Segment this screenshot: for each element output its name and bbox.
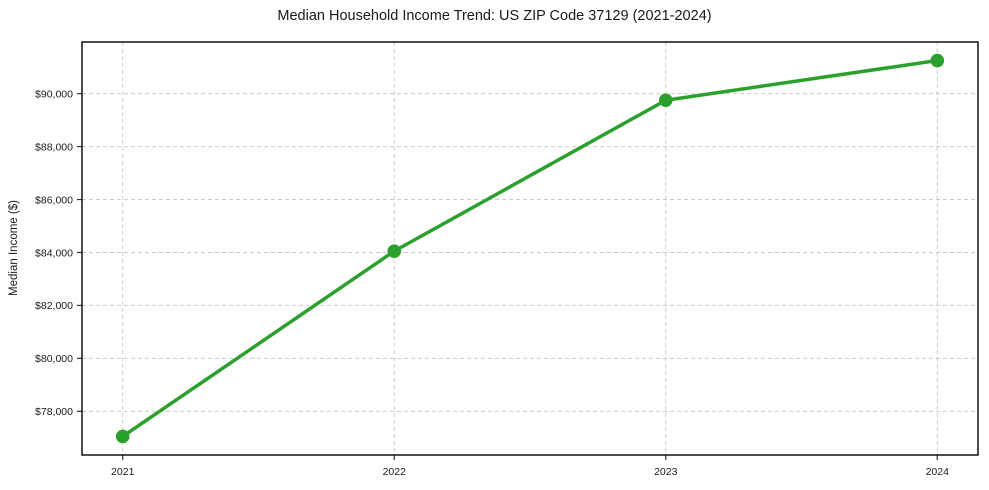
x-tick-label: 2024 <box>926 466 950 478</box>
data-point-2023 <box>658 93 673 108</box>
y-tick-label: $78,000 <box>35 406 73 418</box>
plot-border <box>81 41 979 456</box>
y-tick-label: $86,000 <box>35 194 73 206</box>
y-tick-label: $82,000 <box>35 300 73 312</box>
data-point-2021 <box>115 429 130 444</box>
data-point-2022 <box>387 244 402 258</box>
y-tick-label: $80,000 <box>35 353 73 365</box>
chart-title: Median Household Income Trend: US ZIP Co… <box>277 8 712 24</box>
data-point-2024 <box>930 53 945 68</box>
x-tick-label: 2022 <box>383 466 407 478</box>
income-trend-line <box>120 58 940 439</box>
y-tick-label: $90,000 <box>35 88 73 100</box>
y-tick-label: $84,000 <box>35 247 73 259</box>
x-tick-label: 2021 <box>111 466 135 478</box>
y-tick-label: $88,000 <box>35 141 73 153</box>
x-tick-label: 2023 <box>654 466 678 478</box>
